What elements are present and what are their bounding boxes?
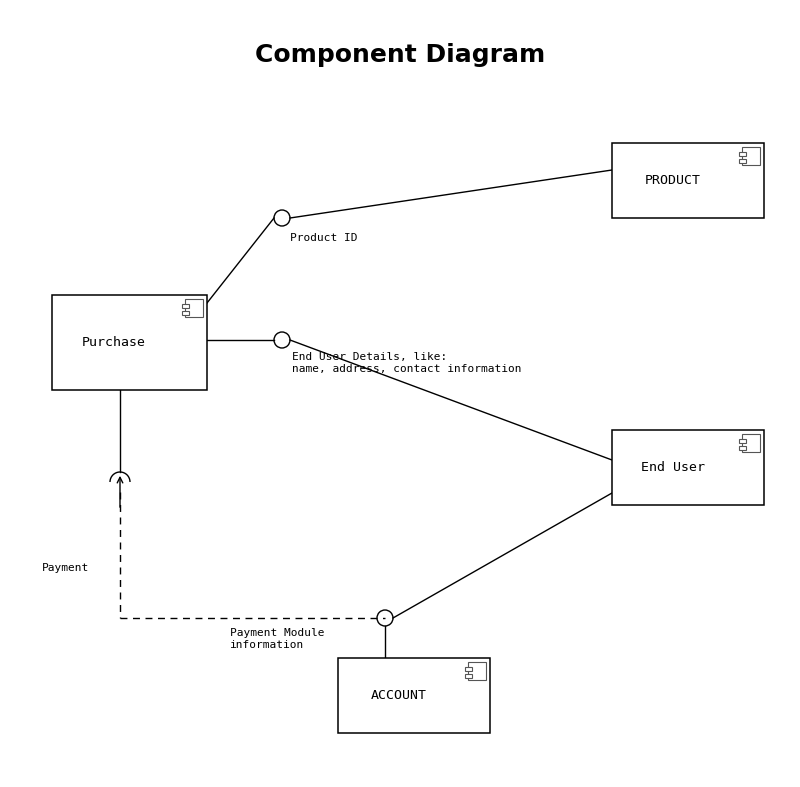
Bar: [338, 658, 490, 733]
Text: ACCOUNT: ACCOUNT: [371, 689, 427, 702]
Bar: [465, 674, 472, 678]
Text: Product ID: Product ID: [290, 233, 358, 243]
Text: Payment Module
information: Payment Module information: [230, 628, 325, 649]
Bar: [738, 439, 746, 443]
Bar: [612, 430, 764, 505]
Text: Purchase: Purchase: [82, 336, 146, 349]
Bar: [185, 299, 203, 317]
Bar: [52, 295, 207, 390]
Text: End User: End User: [641, 461, 705, 474]
Bar: [738, 445, 746, 449]
Bar: [738, 159, 746, 163]
Bar: [182, 304, 189, 308]
Bar: [742, 147, 760, 165]
Bar: [612, 143, 764, 218]
Bar: [742, 434, 760, 452]
Bar: [182, 311, 189, 315]
Bar: [468, 662, 486, 680]
Bar: [465, 667, 472, 671]
Bar: [738, 152, 746, 156]
Text: End User Details, like:
name, address, contact information: End User Details, like: name, address, c…: [292, 352, 522, 374]
Text: Payment: Payment: [42, 563, 90, 573]
Text: Component Diagram: Component Diagram: [255, 43, 545, 67]
Text: PRODUCT: PRODUCT: [645, 174, 701, 187]
